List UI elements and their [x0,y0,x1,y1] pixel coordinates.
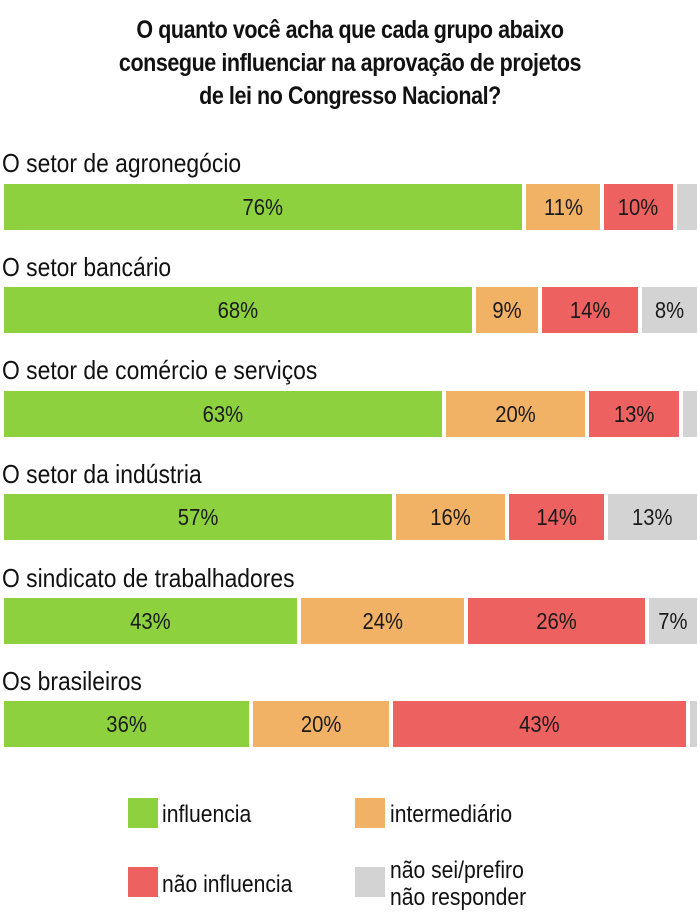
bar-segment [468,598,646,644]
bar-segment [445,391,585,437]
bar-segment [4,598,297,644]
bar-segment [649,598,697,644]
data-label: 10% [618,194,659,220]
category-label: O setor de comércio e serviços [2,355,318,385]
bar-segment [4,494,393,540]
data-label: 76% [242,194,284,220]
bar-segment [588,391,680,437]
bar-segment [393,701,687,747]
data-label: 14% [569,297,611,323]
category-label: O setor de agronegócio [2,148,242,178]
chart-title-line-1: O quanto você acha que cada grupo abaixo [136,16,564,44]
data-label: 43% [130,608,171,634]
bar-segment [475,287,538,333]
data-label: 14% [536,504,578,530]
bar-segment [396,494,506,540]
chart-title-line-2: consegue influenciar na aprovação de pro… [118,49,582,77]
bar-segment [641,287,697,333]
data-label: 20% [300,711,342,737]
data-label: 57% [177,504,219,530]
bar-segment [676,184,697,230]
bar-segment [683,391,697,437]
chart-title: O quanto você acha que cada grupo abaixo… [49,14,651,113]
bar-segment [4,184,522,230]
category-label: O setor bancário [2,252,172,282]
data-label: 26% [536,608,578,634]
data-label: 9% [492,297,522,323]
data-label: 20% [494,401,536,427]
data-label: 13% [613,401,655,427]
data-label: 13% [632,504,673,530]
bar-segment [541,287,638,333]
bar-segment [509,494,605,540]
bar-segment [525,184,601,230]
category-label: Os brasileiros [2,666,142,696]
data-label: 63% [202,401,244,427]
data-label: 11% [543,194,583,220]
bar-segment [690,701,697,747]
data-label: 24% [362,608,403,634]
data-label: 16% [430,504,471,530]
data-label: 36% [106,711,147,737]
data-label: 68% [217,297,259,323]
bar-segment [4,701,250,747]
data-label: 7% [658,608,688,634]
chart-title-line-3: de lei no Congresso Nacional? [199,82,501,110]
bar-segment [608,494,697,540]
category-label: O setor da indústria [2,459,202,489]
bar-segment [4,391,442,437]
bar-segment [300,598,465,644]
bar-segment [604,184,673,230]
bar-segment [4,287,472,333]
category-label: O sindicato de trabalhadores [2,563,295,593]
bar-segment [253,701,390,747]
data-label: 43% [519,711,561,737]
data-label: 8% [654,297,685,323]
